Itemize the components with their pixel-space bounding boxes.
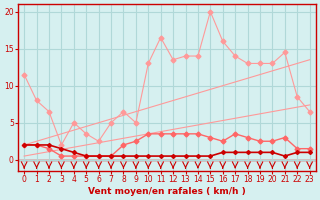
X-axis label: Vent moyen/en rafales ( km/h ): Vent moyen/en rafales ( km/h ) <box>88 187 246 196</box>
